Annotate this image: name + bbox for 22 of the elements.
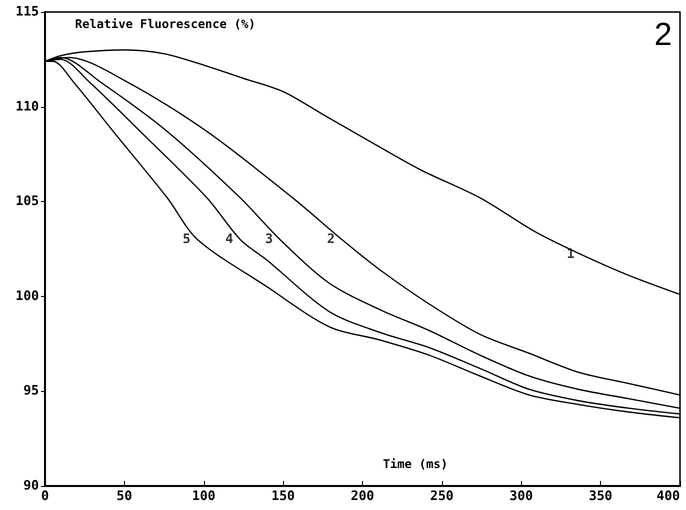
y-tick-label: 105: [16, 194, 39, 210]
x-tick-label: 200: [350, 489, 374, 504]
y-tick-label: 95: [23, 384, 39, 399]
y-tick-label: 115: [16, 4, 39, 20]
annotation: 5: [182, 232, 190, 248]
y-tick-label: 110: [16, 99, 40, 114]
y-tick-label: 100: [16, 288, 40, 304]
annotation: 2: [327, 232, 335, 248]
y-tick-label: 90: [23, 478, 40, 494]
x-tick-label: 0: [41, 489, 50, 504]
y-axis-title: Relative Fluorescence (%): [75, 17, 256, 31]
x-tick-label: 400: [656, 489, 680, 504]
annotation: 4: [225, 232, 234, 248]
x-tick-label: 50: [116, 489, 132, 504]
x-tick-label: 250: [430, 489, 454, 504]
x-tick-label: 300: [510, 489, 534, 504]
x-tick-label: 150: [271, 489, 296, 504]
x-tick-label: 100: [192, 489, 216, 504]
annotation: 3: [265, 232, 273, 248]
x-axis-title: Time (ms): [382, 457, 448, 471]
annotation: 2: [654, 16, 672, 52]
x-tick-label: 350: [588, 489, 613, 504]
